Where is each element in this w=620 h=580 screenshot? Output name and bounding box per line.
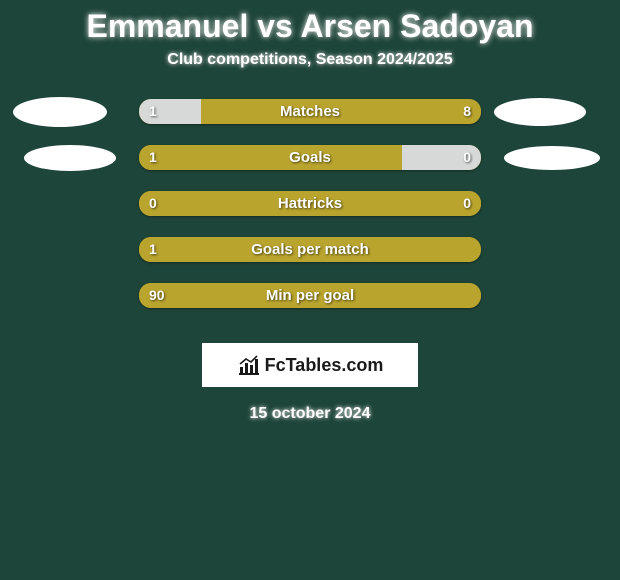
stat-bar: 1Goals per match xyxy=(139,237,481,262)
stat-label: Min per goal xyxy=(139,283,481,308)
stat-row: 1Goals per match xyxy=(0,237,620,283)
logo-text: FcTables.com xyxy=(265,355,384,376)
stat-label: Goals per match xyxy=(139,237,481,262)
stat-label: Hattricks xyxy=(139,191,481,216)
stat-bar: 00Hattricks xyxy=(139,191,481,216)
stat-row: 00Hattricks xyxy=(0,191,620,237)
chart-icon xyxy=(237,354,261,376)
stat-bar: 90Min per goal xyxy=(139,283,481,308)
left-player-oval xyxy=(13,97,107,127)
site-logo: FcTables.com xyxy=(202,343,418,387)
stat-rows: 18Matches 10Goals 00Hattricks 1Goals per ma… xyxy=(0,99,620,329)
right-player-oval xyxy=(494,98,586,126)
stat-bar: 10Goals xyxy=(139,145,481,170)
page-subtitle: Club competitions, Season 2024/2025 xyxy=(0,51,620,69)
stat-bar: 18Matches xyxy=(139,99,481,124)
left-player-oval xyxy=(24,145,116,171)
date-text: 15 october 2024 xyxy=(0,405,620,423)
right-player-oval xyxy=(504,146,600,170)
stat-label: Matches xyxy=(139,99,481,124)
stat-row: 10Goals xyxy=(0,145,620,191)
stat-label: Goals xyxy=(139,145,481,170)
stat-row: 18Matches xyxy=(0,99,620,145)
comparison-infographic: Emmanuel vs Arsen Sadoyan Club competiti… xyxy=(0,0,620,580)
stat-row: 90Min per goal xyxy=(0,283,620,329)
page-title: Emmanuel vs Arsen Sadoyan xyxy=(0,0,620,51)
